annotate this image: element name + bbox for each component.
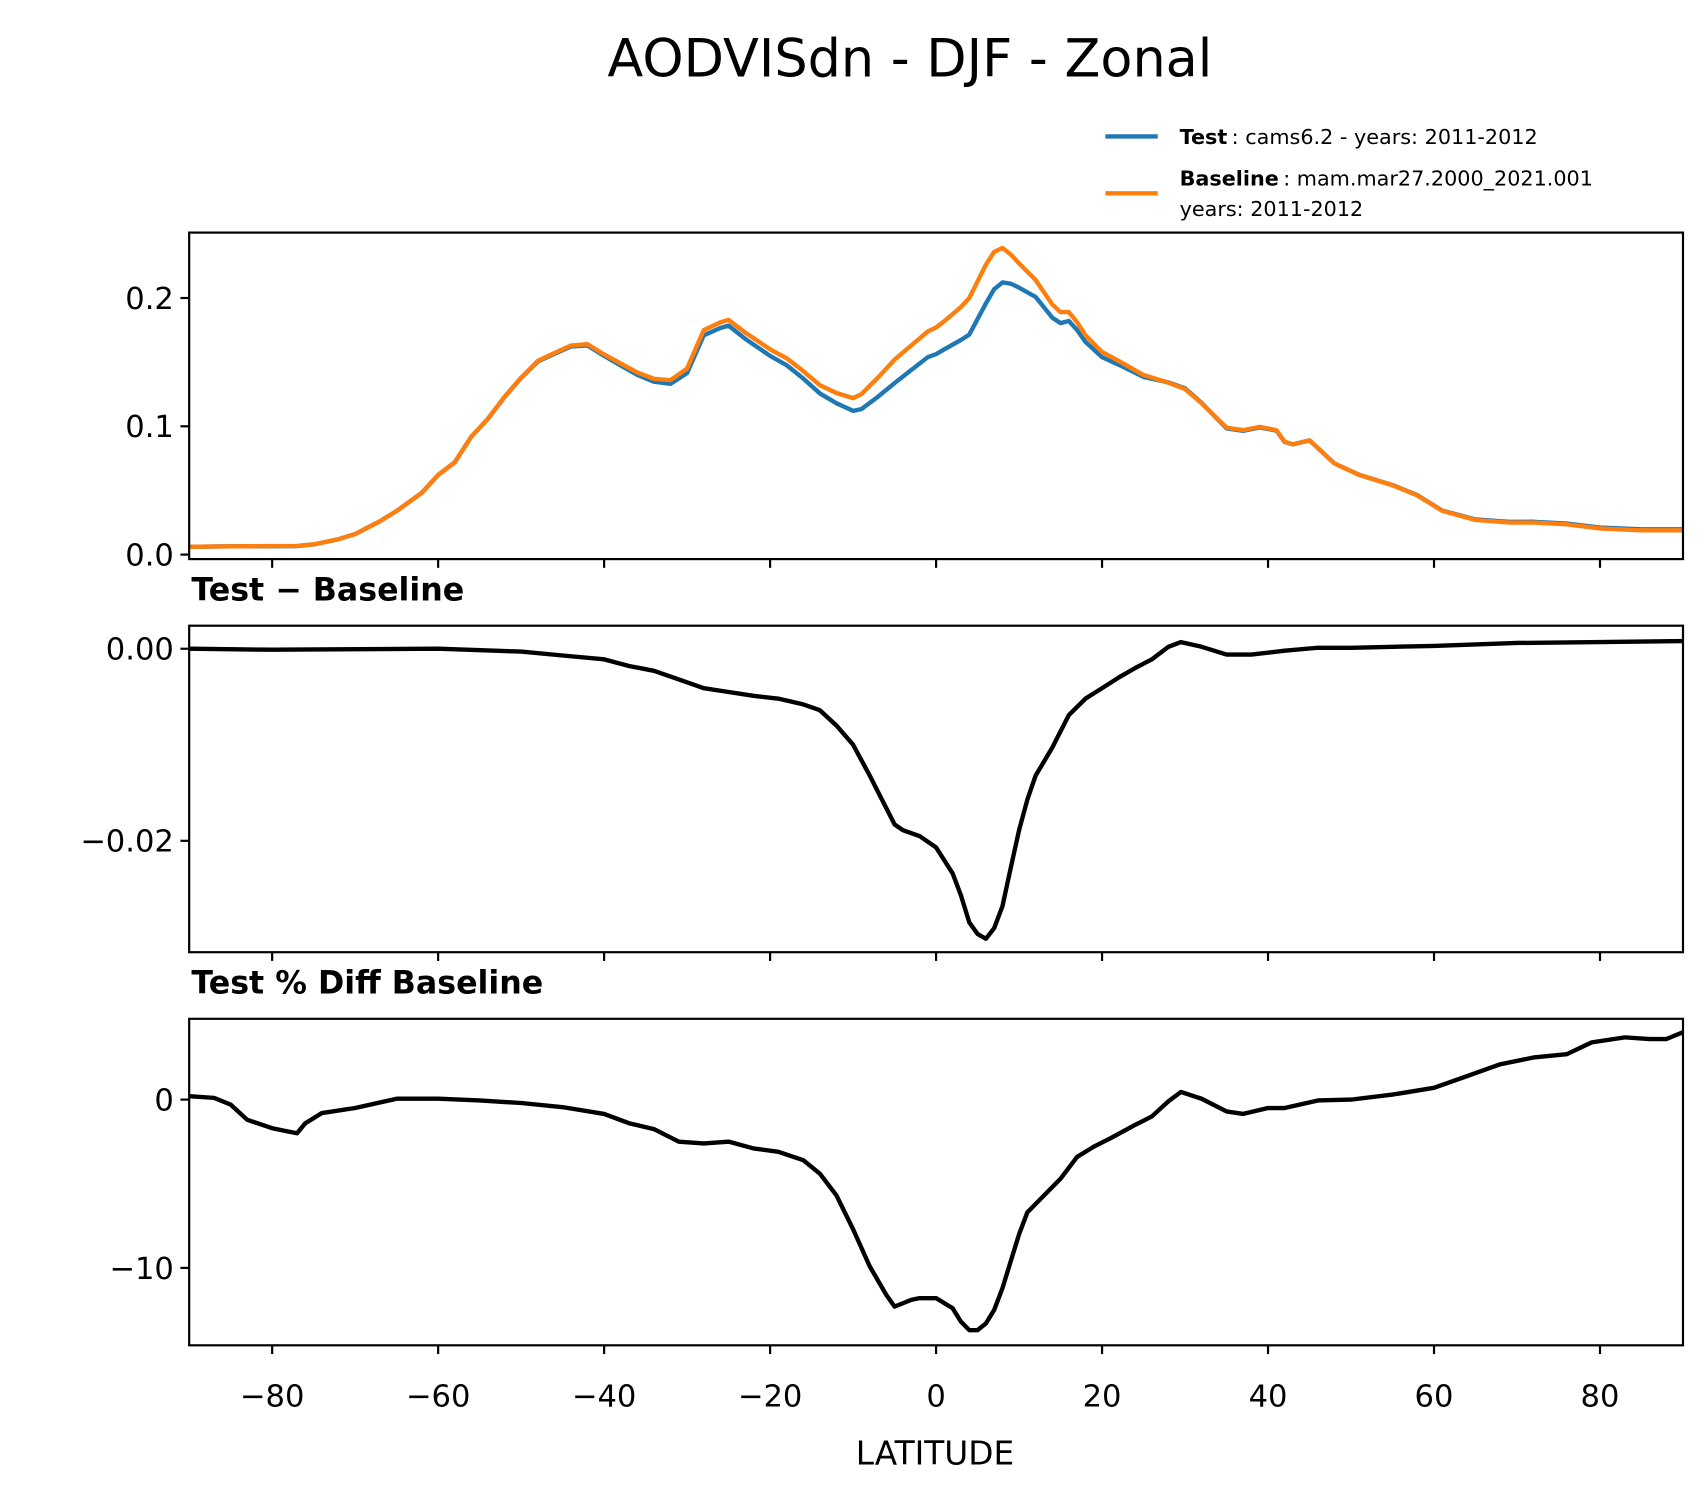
legend: Test: cams6.2 - years: 2011-2012 Baselin… bbox=[1105, 125, 1593, 221]
x-tick-label: 0 bbox=[926, 1379, 945, 1414]
legend-baseline-text2: years: 2011-2012 bbox=[1180, 197, 1364, 221]
series-line-panel2 bbox=[189, 638, 1684, 941]
y-tick-label: 0.2 bbox=[125, 282, 174, 317]
legend-baseline-text: : mam.mar27.2000_2021.001 bbox=[1283, 167, 1593, 192]
y-tick-label: 0.1 bbox=[125, 410, 174, 445]
legend-test-text: : cams6.2 - years: 2011-2012 bbox=[1232, 125, 1538, 149]
x-tick-label: −20 bbox=[738, 1379, 803, 1414]
x-tick-label: −40 bbox=[572, 1379, 637, 1414]
x-tick-label: 40 bbox=[1249, 1379, 1288, 1414]
svg-text:Baseline: mam.mar27.2000_2021.: Baseline: mam.mar27.2000_2021.001 bbox=[1180, 167, 1593, 192]
y-tick-label: 0.0 bbox=[125, 539, 174, 574]
panel-title-diff: Test − Baseline bbox=[191, 573, 464, 609]
svg-text:Test: cams6.2 - years: 2011-20: Test: cams6.2 - years: 2011-2012 bbox=[1180, 125, 1538, 149]
x-tick-label: 60 bbox=[1415, 1379, 1454, 1414]
x-axis-label: LATITUDE bbox=[856, 1434, 1014, 1472]
panel-title-pctdiff: Test % Diff Baseline bbox=[191, 966, 543, 1002]
x-tick-label: −60 bbox=[406, 1379, 471, 1414]
y-tick-label: −10 bbox=[109, 1252, 174, 1287]
y-tick-label: −0.02 bbox=[80, 825, 174, 860]
x-tick-label: −80 bbox=[240, 1379, 305, 1414]
series-line-baseline bbox=[189, 245, 1683, 550]
axes-frame-1 bbox=[188, 231, 1685, 561]
axes-frame-2 bbox=[188, 624, 1685, 954]
figure-title: AODVISdn - DJF - Zonal bbox=[607, 28, 1212, 89]
x-tick-label: 20 bbox=[1083, 1379, 1122, 1414]
series-line-panel3 bbox=[189, 1030, 1684, 1333]
legend-baseline-bold: Baseline bbox=[1180, 167, 1279, 191]
series-line-test bbox=[189, 280, 1683, 550]
x-tick-label: 80 bbox=[1581, 1379, 1620, 1414]
y-tick-label: 0 bbox=[154, 1084, 173, 1119]
legend-test-bold: Test bbox=[1180, 125, 1228, 149]
y-tick-label: 0.00 bbox=[106, 633, 174, 668]
